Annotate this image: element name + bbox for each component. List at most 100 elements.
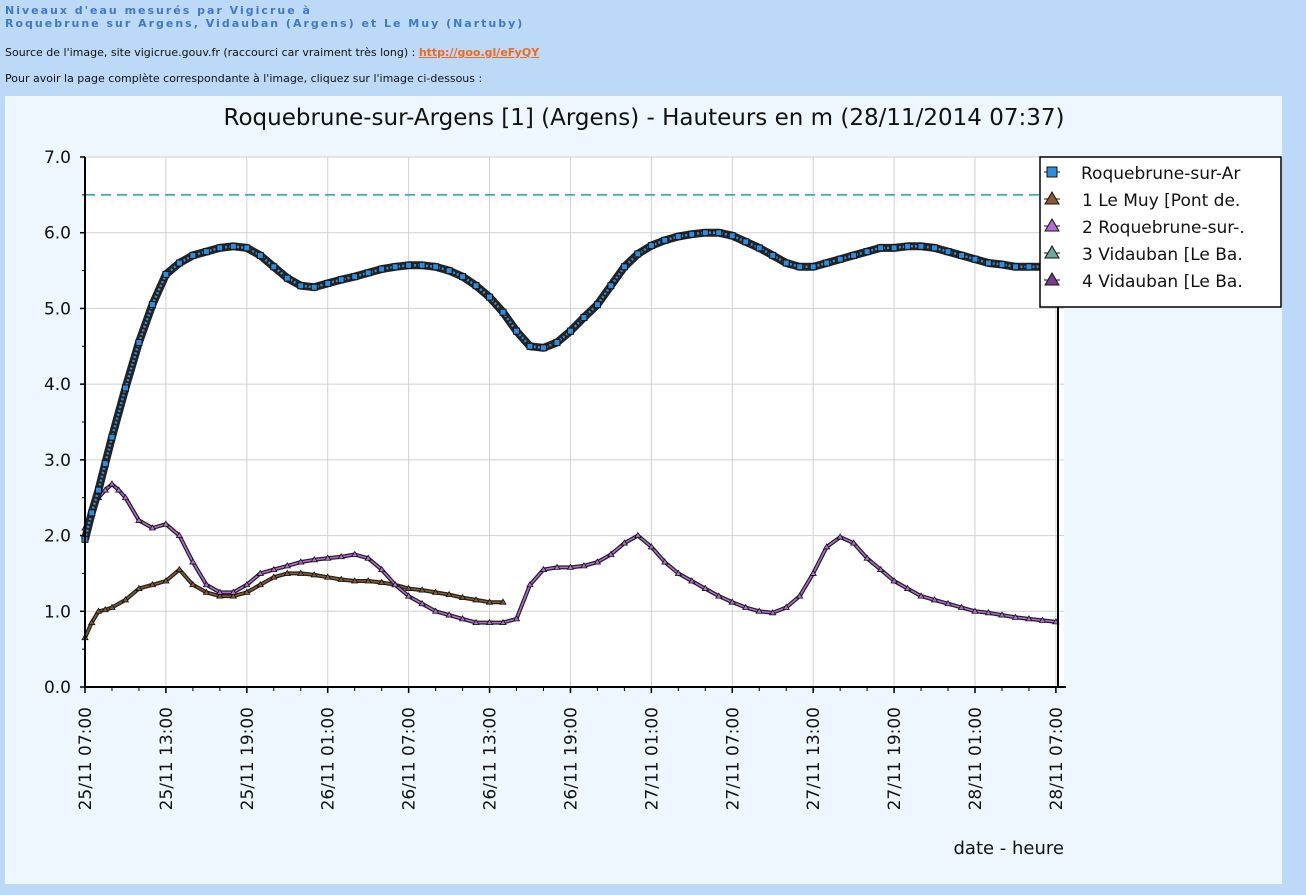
data-point-triangle xyxy=(189,558,197,565)
data-point-triangle xyxy=(607,550,615,557)
data-point-triangle xyxy=(876,565,885,573)
data-point-triangle xyxy=(256,569,265,576)
data-point-triangle xyxy=(297,569,305,576)
data-point-triangle xyxy=(903,584,912,591)
data-point-triangle xyxy=(930,596,939,603)
data-point-triangle xyxy=(795,592,804,599)
data-point-square xyxy=(364,269,372,277)
chart-image-link[interactable]: Roquebrune-sur-Argens [1] (Argens) - Hau… xyxy=(5,96,1282,884)
data-point-square xyxy=(513,327,521,335)
data-point-square xyxy=(283,274,291,282)
data-point-triangle xyxy=(377,578,386,585)
data-point-triangle xyxy=(701,584,710,591)
data-point-square xyxy=(782,259,790,267)
data-point-triangle xyxy=(661,558,669,565)
data-point-square xyxy=(566,327,574,335)
data-point-square xyxy=(877,244,885,252)
data-point-triangle xyxy=(1038,616,1047,623)
y-tick-label: 1.0 xyxy=(44,602,71,622)
data-point-triangle xyxy=(836,533,844,540)
page-header: Niveaux d'eau mesurés par Vigicrue à Roq… xyxy=(5,4,524,30)
data-point-triangle xyxy=(297,558,305,565)
data-point-square xyxy=(917,242,925,250)
data-point-triangle xyxy=(782,603,790,610)
data-point-square xyxy=(1025,263,1033,271)
data-point-triangle xyxy=(216,592,224,599)
data-point-triangle xyxy=(512,615,521,622)
data-point-square xyxy=(984,259,992,267)
data-point-triangle xyxy=(526,581,534,588)
data-point-square xyxy=(351,273,359,281)
data-point-square xyxy=(971,255,979,263)
data-point-triangle xyxy=(1011,613,1020,620)
data-point-square xyxy=(944,248,952,256)
data-point-square xyxy=(337,276,345,284)
data-point-square xyxy=(809,263,817,271)
legend-label: 4 Vidauban [Le Ba. xyxy=(1082,272,1243,292)
data-point-triangle xyxy=(189,581,197,588)
data-point-square xyxy=(202,248,210,256)
x-tick-label: 28/11 07:00 xyxy=(1047,707,1067,810)
y-tick-label: 2.0 xyxy=(44,527,71,547)
data-point-triangle xyxy=(418,599,426,607)
data-point-triangle xyxy=(108,603,116,610)
data-point-triangle xyxy=(566,563,575,570)
data-point-square xyxy=(135,339,143,346)
data-point-triangle xyxy=(162,520,170,527)
data-point-triangle xyxy=(283,562,291,569)
data-point-triangle xyxy=(229,588,238,595)
data-point-triangle xyxy=(364,554,372,561)
header-line-1: Niveaux d'eau mesurés par Vigicrue à xyxy=(5,4,312,17)
data-point-square xyxy=(539,344,547,352)
data-point-square xyxy=(378,265,386,273)
data-point-triangle xyxy=(364,577,372,584)
data-point-square xyxy=(243,244,251,252)
data-point-triangle xyxy=(175,531,184,538)
data-point-square xyxy=(418,261,426,269)
data-point-triangle xyxy=(647,543,656,550)
data-point-square xyxy=(445,267,453,275)
data-point-triangle xyxy=(88,618,96,626)
data-point-square xyxy=(701,229,709,237)
data-point-triangle xyxy=(688,577,696,584)
data-point-square xyxy=(391,263,399,271)
data-point-square xyxy=(850,251,858,259)
data-point-triangle xyxy=(620,539,629,546)
data-point-triangle xyxy=(984,609,993,616)
data-point-square xyxy=(499,308,507,316)
data-point-triangle xyxy=(890,577,898,584)
data-point-triangle xyxy=(849,539,858,546)
data-point-square xyxy=(661,236,669,244)
data-point-square xyxy=(688,230,696,238)
legend-marker xyxy=(1044,218,1060,232)
x-tick-label: 25/11 13:00 xyxy=(157,707,177,810)
data-point-triangle xyxy=(310,556,318,563)
data-point-square xyxy=(755,244,763,252)
data-point-triangle xyxy=(256,581,265,588)
data-point-square xyxy=(863,248,871,256)
data-point-square xyxy=(526,342,534,350)
legend-label: 2 Roquebrune-sur-. xyxy=(1082,218,1245,238)
source-link[interactable]: http://goo.gl/eFyQY xyxy=(418,46,540,59)
data-point-square xyxy=(94,486,102,494)
data-point-triangle xyxy=(499,598,507,605)
data-point-square xyxy=(715,229,723,237)
header-line-2: Roquebrune sur Argens, Vidauban (Argens)… xyxy=(5,17,525,30)
data-point-square xyxy=(310,283,318,291)
data-point-triangle xyxy=(957,603,966,610)
data-point-triangle xyxy=(499,618,507,626)
data-point-square xyxy=(108,433,116,441)
data-point-triangle xyxy=(337,575,345,582)
x-tick-label: 27/11 07:00 xyxy=(723,707,743,810)
data-point-triangle xyxy=(202,588,211,595)
data-point-square xyxy=(472,282,480,290)
data-point-triangle xyxy=(121,596,130,603)
data-point-triangle xyxy=(350,550,359,557)
data-point-triangle xyxy=(418,586,426,593)
data-point-triangle xyxy=(270,565,278,573)
grid xyxy=(84,156,1064,688)
series-line-1-color xyxy=(84,568,503,639)
data-point-triangle xyxy=(742,603,750,610)
x-tick-label: 28/11 01:00 xyxy=(966,707,986,810)
data-point-square xyxy=(620,263,628,271)
